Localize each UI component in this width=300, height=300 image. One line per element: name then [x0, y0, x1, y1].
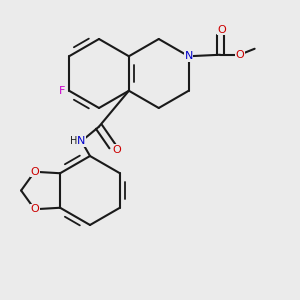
- Text: N: N: [77, 136, 86, 146]
- Text: O: O: [235, 50, 244, 60]
- Text: N: N: [184, 51, 193, 61]
- Text: O: O: [217, 25, 226, 35]
- Text: H: H: [70, 136, 78, 146]
- Text: F: F: [58, 86, 65, 96]
- Text: O: O: [112, 145, 121, 155]
- Text: O: O: [30, 167, 39, 177]
- Text: O: O: [30, 204, 39, 214]
